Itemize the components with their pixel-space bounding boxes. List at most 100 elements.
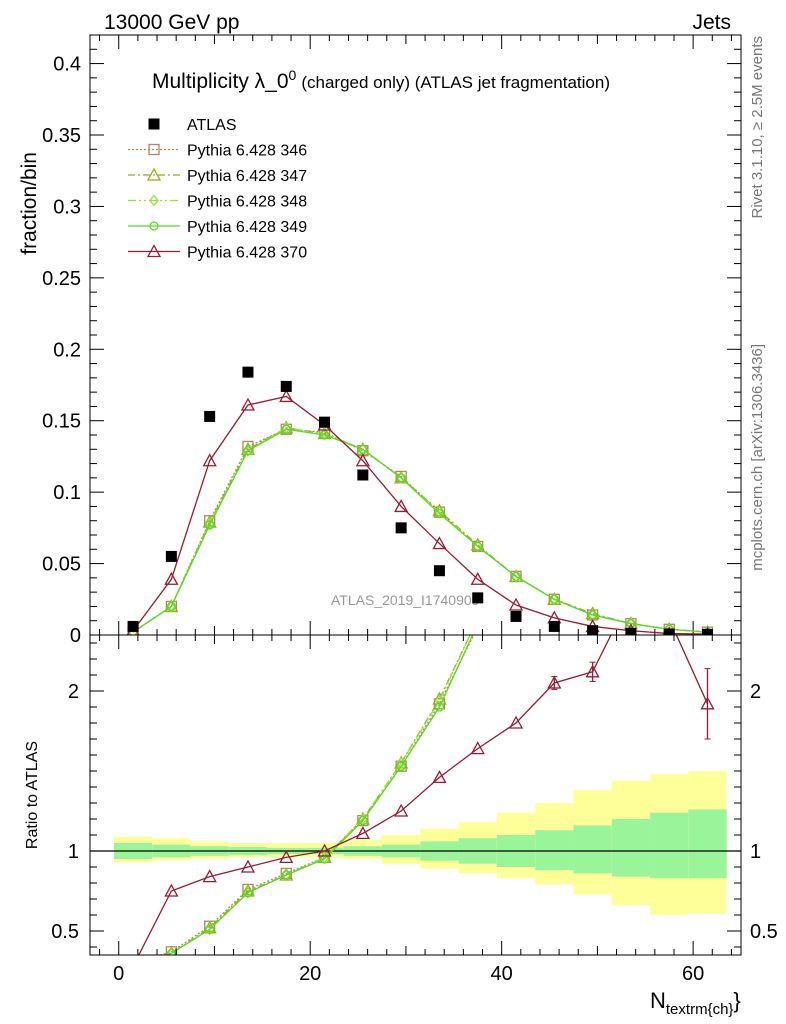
y-axis-label: fraction/bin [18,152,41,255]
ratio-series-4 [162,271,597,955]
legend-marker [149,194,159,207]
ratio-point [589,271,597,279]
series-point [279,389,294,403]
series-point [434,508,445,519]
ratio-point [434,702,445,712]
series-point [511,571,521,582]
data-point [395,522,407,534]
x-tick-labels: 0 20 40 60 [113,963,704,985]
ratio-point [589,254,597,264]
ratio-point [164,883,179,897]
ratio-point [470,741,485,755]
ratio-tick-labels: 0.5 0.5 1 1 2 2 [51,681,778,943]
chart-title-main: Multiplicity λ_0 [152,70,289,93]
ratio-point [512,502,520,512]
legend-label: Pythia 6.428 347 [187,168,307,185]
data-point [587,625,599,635]
ratio-y-axis-label: Ratio to ATLAS [24,741,41,849]
legend: ATLAS Pythia 6.428 346 Pythia 6.428 347 Pyt… [128,117,307,262]
ratio-point [587,237,599,248]
ratio-band-inner [650,812,689,879]
ratio-point [279,850,294,864]
ratio-tick-label-right: 1 [750,841,761,863]
y-tick-label: 0.3 [53,196,81,218]
y-tick-label: 0.15 [42,411,81,433]
y-tick-label: 0 [70,625,81,647]
main-axis-ticks [90,34,741,636]
data-point [357,469,369,481]
atlas-data [127,366,713,635]
ratio-point [510,493,522,504]
header-right-label: Jets [692,11,731,34]
series-point [243,446,253,456]
series-line [132,428,708,633]
ratio-point [432,770,447,784]
series-point [240,397,256,411]
legend-entry: Pythia 6.428 370 [128,244,307,262]
ratio-point [394,803,409,817]
data-point [701,628,713,635]
ratio-point [472,613,484,624]
ratio-point [473,622,483,632]
data-point [242,366,254,378]
data-point [472,592,484,604]
ratio-point [317,843,332,857]
x-axis-label: Ntextrm{ch}} [650,988,741,1018]
legend-label: Pythia 6.428 346 [187,143,307,160]
ratio-point [129,958,137,968]
analysis-watermark: ATLAS_2019_I1740909 [331,592,480,608]
data-point [204,410,216,422]
ratio-point [625,589,637,600]
legend-marker [146,244,162,258]
x-axis-label-brace: } [733,988,740,1013]
data-point [548,620,560,632]
ratio-point [396,761,406,771]
ratio-point [319,854,330,864]
ratio-point [665,78,673,88]
ratio-point [547,675,562,689]
data-point [625,627,637,635]
ratio-band-inner [611,819,651,877]
ratio-plot-content [128,78,715,968]
series-point [202,453,217,467]
ratio-point [548,317,560,328]
ratio-band-inner [573,825,612,874]
series-4 [128,424,713,635]
legend-label: Pythia 6.428 349 [187,219,307,236]
series-line [132,427,708,633]
legend-label: Pythia 6.428 348 [187,194,307,211]
ratio-tick-label-left: 2 [68,681,79,703]
legend-label: ATLAS [187,117,237,134]
series-point [470,571,485,585]
ratio-band-inner [535,830,574,871]
data-point [280,380,292,392]
ratio-point [702,206,712,216]
data-point [510,610,522,622]
ratio-point [474,620,482,628]
x-tick-label: 40 [491,963,513,985]
ratio-point [128,958,138,968]
data-point [663,628,675,635]
ratio-point [205,924,215,935]
y-tick-label: 0.35 [42,125,81,147]
ratio-tick-label-right: 0.5 [750,921,778,943]
ratio-point [508,715,524,729]
y-tick-label: 0.25 [42,268,81,290]
ratio-point [511,510,521,520]
series-point [166,601,177,612]
ratio-point [355,826,370,840]
ratio-tick-label-left: 1 [68,841,79,863]
ratio-point [202,869,217,883]
ratio-point [243,887,253,898]
ratio-line [162,635,474,955]
main-plot-content [126,366,714,635]
ratio-point [550,335,558,343]
legend-entry: ATLAS [148,117,237,134]
x-tick-label: 0 [113,963,124,985]
ratio-point [357,814,369,827]
main-tick-labels: 0 0.05 0.1 0.15 0.2 0.25 0.3 0.35 0.4 [42,54,81,647]
series-point [549,594,559,604]
legend-entry: Pythia 6.428 348 [128,194,307,211]
ratio-series-5 [138,589,715,955]
